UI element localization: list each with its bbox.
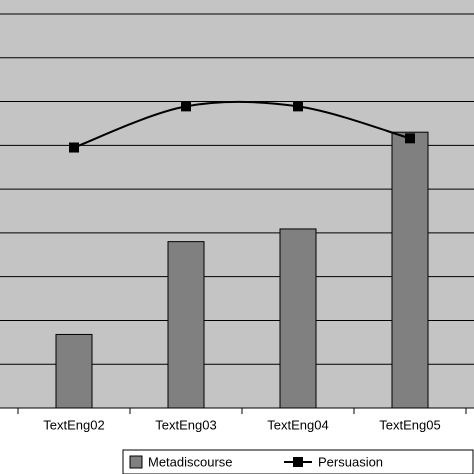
legend-label: Persuasion: [318, 454, 383, 469]
x-tick-label: TextEng03: [155, 417, 216, 432]
x-tick-label: TextEng02: [43, 417, 104, 432]
bar: [391, 131, 429, 409]
line-marker: [293, 101, 303, 112]
x-tick-label: TextEng05: [379, 417, 440, 432]
bar: [167, 241, 205, 409]
line-marker: [181, 101, 191, 112]
bar: [279, 228, 317, 409]
legend-swatch: [293, 457, 303, 467]
line: [73, 100, 411, 149]
legend-label: Metadiscourse: [148, 454, 233, 469]
bar: [55, 333, 93, 409]
legend-swatch: [129, 455, 143, 469]
line-marker: [405, 133, 415, 144]
line-marker: [69, 142, 79, 153]
x-tick-label: TextEng04: [267, 417, 328, 432]
